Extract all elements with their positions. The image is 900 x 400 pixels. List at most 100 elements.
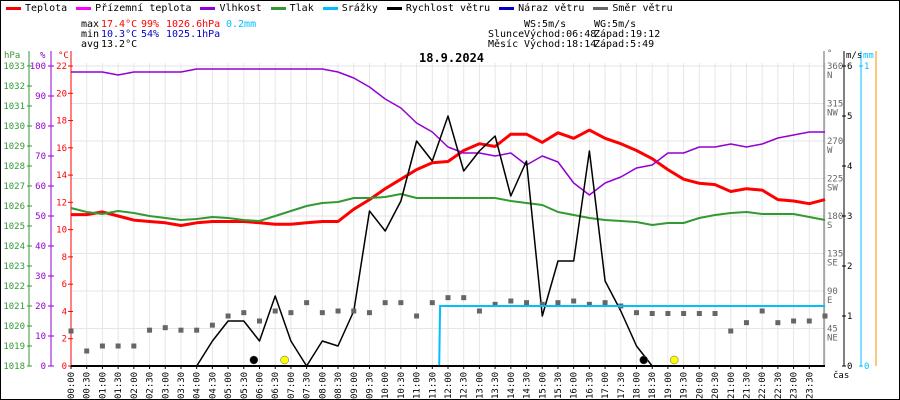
moonrise-marker bbox=[639, 355, 648, 365]
wind-direction-point bbox=[508, 298, 514, 304]
wind-direction-point bbox=[696, 311, 702, 316]
wind-direction-point bbox=[366, 310, 372, 316]
tick-label-time: 08:30 bbox=[334, 372, 344, 399]
legend-swatch bbox=[322, 7, 338, 10]
tick-label-wind: 0 bbox=[847, 362, 852, 372]
tick-label-direction-name: SE bbox=[827, 259, 838, 269]
legend-swatch bbox=[270, 7, 286, 10]
wind-direction-point bbox=[382, 300, 388, 306]
stats-max-temp: 17.4°C bbox=[101, 19, 138, 30]
tick-label-direction-name: SW bbox=[827, 184, 838, 194]
legend-label: Směr větru bbox=[612, 3, 673, 14]
tick-label-time: 18:30 bbox=[648, 372, 658, 399]
tick-label-pressure: 1028 bbox=[3, 162, 25, 172]
tick-label-wind: 6 bbox=[847, 62, 852, 72]
tick-label-time: 02:00 bbox=[130, 372, 140, 399]
tick-label-direction-name: S bbox=[827, 221, 832, 231]
stats-max-label: max bbox=[81, 19, 100, 30]
tick-label-humidity: 90 bbox=[35, 92, 46, 102]
tick-label-temperature: 16 bbox=[56, 144, 67, 154]
tick-label-temperature: 18 bbox=[56, 117, 67, 127]
tick-label-direction-name: NE bbox=[827, 334, 838, 344]
tick-label-time: 07:00 bbox=[287, 372, 297, 399]
wind-direction-point bbox=[524, 300, 530, 306]
tick-label-time: 03:30 bbox=[177, 372, 187, 399]
tick-label-time: 20:30 bbox=[711, 372, 721, 399]
tick-label-pressure: 1025 bbox=[3, 222, 25, 232]
tick-label-humidity: 50 bbox=[35, 212, 46, 222]
tick-label-time: 16:00 bbox=[570, 372, 580, 399]
tick-label-pressure: 1029 bbox=[3, 142, 25, 152]
tick-label-pressure: 1030 bbox=[3, 122, 25, 132]
wind-direction-point bbox=[429, 300, 435, 306]
legend-label: Rychlost větru bbox=[405, 3, 491, 14]
tick-label-rain: 1 bbox=[864, 62, 869, 72]
axis-unit-direction: ° bbox=[827, 49, 832, 59]
tick-label-humidity: 60 bbox=[35, 182, 46, 192]
wind-direction-point bbox=[351, 308, 357, 314]
tick-label-direction: 180 bbox=[827, 212, 843, 222]
moon-label: Měsíc bbox=[488, 39, 519, 50]
tick-label-time: 14:30 bbox=[523, 372, 533, 399]
wind-direction-point bbox=[319, 310, 325, 316]
tick-label-temperature: 4 bbox=[62, 307, 67, 317]
wind-direction-point bbox=[257, 318, 262, 324]
legend: Teplota Přízemní teplota Vlhkost Tlak Srážky… bbox=[6, 3, 673, 14]
axis-unit-humidity: % bbox=[40, 51, 46, 61]
tick-label-time: 00:30 bbox=[83, 372, 93, 399]
wind-direction-point bbox=[241, 310, 247, 316]
tick-label-pressure: 1031 bbox=[3, 102, 25, 112]
axis-unit-pressure: hPa bbox=[4, 51, 20, 61]
axis-label-time: čas bbox=[833, 370, 849, 381]
tick-label-time: 10:30 bbox=[397, 372, 407, 399]
legend-swatch bbox=[593, 7, 609, 10]
tick-label-pressure: 1033 bbox=[3, 62, 25, 72]
tick-label-time: 23:00 bbox=[790, 372, 800, 399]
tick-label-time: 10:00 bbox=[381, 372, 391, 399]
legend-item: Vlhkost bbox=[200, 3, 262, 14]
wind-direction-point bbox=[712, 311, 718, 316]
wind-direction-point bbox=[225, 313, 231, 319]
tick-label-direction-name: W bbox=[827, 146, 833, 156]
tick-label-time: 06:00 bbox=[256, 372, 266, 399]
tick-label-pressure: 1020 bbox=[3, 322, 25, 332]
tick-label-temperature: 12 bbox=[56, 198, 67, 208]
tick-label-direction: 270 bbox=[827, 137, 843, 147]
tick-label-time: 12:00 bbox=[444, 372, 454, 399]
stats-min-hum: 54% bbox=[141, 29, 160, 40]
moon-rise: Východ:18:14 bbox=[524, 39, 597, 50]
wind-direction-point bbox=[571, 298, 577, 304]
tick-label-time: 12:30 bbox=[460, 372, 470, 399]
series-press-line bbox=[70, 193, 826, 226]
stats-avg-temp: 13.2°C bbox=[101, 39, 138, 50]
wind-direction-point bbox=[476, 308, 482, 314]
tick-label-humidity: 80 bbox=[35, 122, 46, 132]
tick-label-time: 21:30 bbox=[742, 372, 752, 399]
axis-unit-temperature: °C bbox=[58, 51, 69, 61]
wind-direction-point bbox=[492, 301, 498, 307]
tick-label-time: 15:00 bbox=[538, 372, 548, 399]
tick-label-humidity: 70 bbox=[35, 152, 46, 162]
wind-direction-point bbox=[194, 327, 200, 333]
sunset-marker bbox=[669, 355, 679, 365]
tick-label-time: 01:00 bbox=[98, 372, 108, 399]
tick-label-time: 02:30 bbox=[146, 372, 156, 399]
stats-max-press: 1026.6hPa bbox=[166, 19, 221, 30]
wind-direction-point bbox=[99, 343, 105, 349]
tick-label-time: 17:00 bbox=[601, 372, 611, 399]
stats-min-temp: 10.3°C bbox=[101, 29, 138, 40]
tick-label-temperature: 20 bbox=[56, 89, 67, 99]
tick-label-time: 19:00 bbox=[664, 372, 674, 399]
wind-direction-point bbox=[398, 300, 404, 306]
tick-label-time: 03:00 bbox=[161, 372, 171, 399]
legend-item: Přízemní teplota bbox=[76, 3, 191, 14]
legend-label: Přízemní teplota bbox=[95, 3, 192, 14]
tick-label-time: 20:00 bbox=[695, 372, 705, 399]
tick-label-wind: 3 bbox=[847, 212, 852, 222]
tick-label-time: 22:30 bbox=[774, 372, 784, 399]
tick-label-time: 13:00 bbox=[475, 372, 485, 399]
tick-label-wind: 2 bbox=[847, 262, 852, 272]
tick-label-time: 14:00 bbox=[507, 372, 517, 399]
